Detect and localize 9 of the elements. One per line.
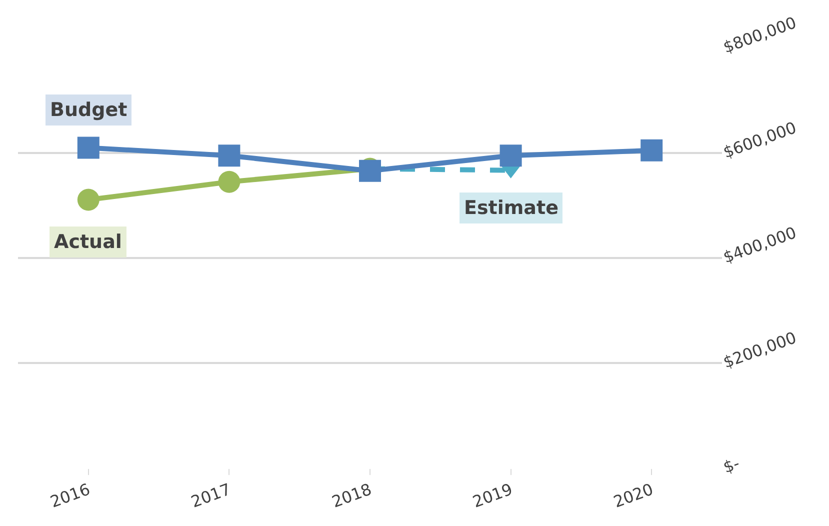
y-tick-label: $-	[720, 454, 742, 477]
series-label: Actual	[54, 231, 122, 253]
x-tick-label: 2020	[610, 480, 656, 512]
x-tick-label: 2017	[188, 480, 234, 512]
x-tick-label: 2019	[470, 480, 515, 512]
x-tick-label: 2016	[48, 480, 93, 512]
series-label: Budget	[50, 99, 128, 121]
series-label: Estimate	[464, 197, 558, 219]
x-tick-label: 2018	[329, 480, 374, 512]
